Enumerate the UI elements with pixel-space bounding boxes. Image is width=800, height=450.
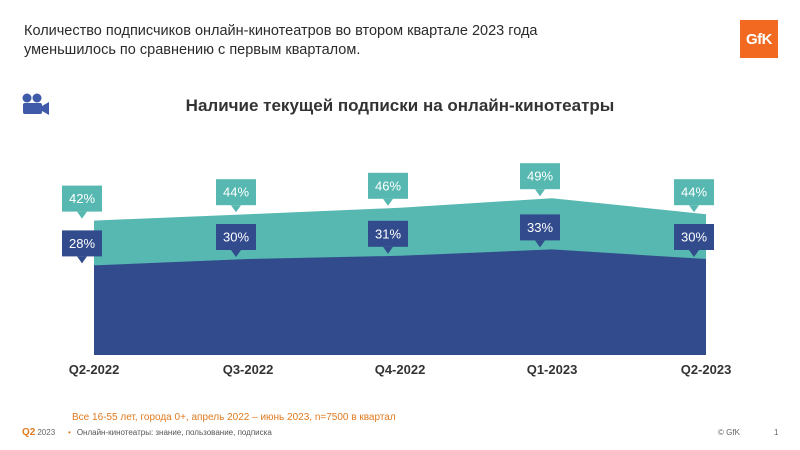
period-year: 2023 bbox=[37, 428, 56, 437]
upper-data-label-box bbox=[62, 185, 102, 212]
lower-data-label-pointer bbox=[689, 250, 699, 257]
lower-data-label-box bbox=[216, 224, 256, 250]
upper-data-label-pointer bbox=[231, 205, 241, 213]
upper-data-label: 46% bbox=[368, 172, 408, 206]
upper-data-label: 44% bbox=[216, 179, 256, 213]
page-number: 1 bbox=[774, 428, 779, 437]
headline-line-2: уменьшилось по сравнению с первым кварта… bbox=[24, 42, 361, 58]
period-quarter: Q2 bbox=[22, 427, 36, 438]
x-tick-label: Q2-2022 bbox=[69, 362, 120, 377]
lower-data-label-text: 28% bbox=[69, 236, 95, 251]
copyright: © GfK bbox=[718, 428, 740, 437]
upper-data-label-box bbox=[368, 172, 408, 199]
upper-data-label-box bbox=[216, 179, 256, 206]
lower-data-label-box bbox=[62, 230, 102, 257]
headline: Количество подписчиков онлайн-кинотеатро… bbox=[24, 22, 664, 60]
x-tick-label: Q3-2022 bbox=[223, 362, 274, 377]
upper-data-label-text: 42% bbox=[69, 191, 95, 206]
upper-data-label-text: 49% bbox=[527, 169, 553, 184]
footer-bullet-text: Онлайн-кинотеатры: знание, пользование, … bbox=[76, 428, 272, 437]
upper-data-label-box bbox=[674, 179, 714, 206]
lower-data-label: 28% bbox=[62, 230, 102, 264]
upper-data-label-pointer bbox=[689, 205, 699, 213]
lower-data-label-text: 30% bbox=[681, 230, 707, 245]
area-series-lower bbox=[94, 249, 706, 355]
upper-data-label-text: 46% bbox=[375, 178, 401, 193]
upper-data-label: 44% bbox=[674, 179, 714, 213]
x-tick-label: Q4-2022 bbox=[375, 362, 426, 377]
upper-data-label-pointer bbox=[77, 211, 87, 219]
x-tick-label: Q1-2023 bbox=[527, 362, 578, 377]
upper-data-label-text: 44% bbox=[681, 185, 707, 200]
chart-title: Наличие текущей подписки на онлайн-кинот… bbox=[185, 96, 615, 115]
footer-bullet: • Онлайн-кинотеатры: знание, пользование,… bbox=[68, 428, 272, 437]
upper-data-label-pointer bbox=[535, 189, 545, 197]
lower-data-label: 30% bbox=[216, 224, 256, 257]
lower-data-label-box bbox=[520, 214, 560, 241]
lower-data-label-box bbox=[368, 220, 408, 247]
lower-data-label-text: 30% bbox=[223, 230, 249, 245]
lower-data-label: 33% bbox=[520, 214, 560, 248]
period-marker: Q2 2023 bbox=[22, 427, 55, 438]
lower-data-label-pointer bbox=[535, 240, 545, 248]
bullet-icon: • bbox=[68, 428, 71, 437]
gfk-logo: GfK bbox=[740, 20, 778, 58]
lower-data-label: 31% bbox=[368, 220, 408, 254]
sample-note: Все 16-55 лет, города 0+, апрель 2022 – … bbox=[72, 412, 396, 423]
lower-data-label: 30% bbox=[674, 224, 714, 257]
x-tick-label: Q2-2023 bbox=[681, 362, 732, 377]
logo-text: GfK bbox=[746, 30, 773, 48]
upper-data-label: 49% bbox=[520, 163, 560, 197]
headline-line-1: Количество подписчиков онлайн-кинотеатро… bbox=[24, 23, 538, 39]
upper-data-label-text: 44% bbox=[223, 185, 249, 200]
lower-data-label-text: 31% bbox=[375, 226, 401, 241]
upper-data-label-pointer bbox=[383, 198, 393, 206]
lower-data-label-text: 33% bbox=[527, 220, 553, 235]
lower-data-label-pointer bbox=[77, 256, 87, 264]
lower-data-label-pointer bbox=[383, 246, 393, 254]
lower-data-label-pointer bbox=[231, 250, 241, 257]
upper-data-label-box bbox=[520, 163, 560, 190]
upper-data-label: 42% bbox=[62, 185, 102, 219]
lower-data-label-box bbox=[674, 224, 714, 250]
movie-camera-icon bbox=[22, 93, 49, 115]
